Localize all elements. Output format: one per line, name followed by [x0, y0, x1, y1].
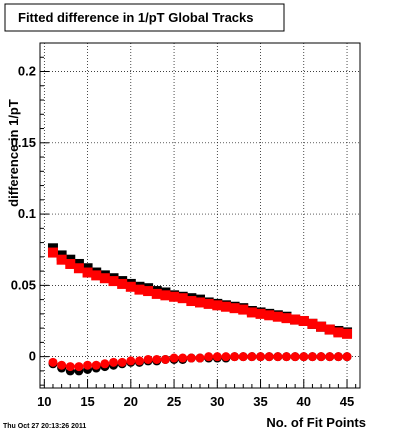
data-point-square [99, 273, 110, 284]
x-tick-label: 15 [80, 394, 94, 409]
x-tick-label: 45 [340, 394, 354, 409]
data-point-circle [100, 359, 110, 369]
data-point-square [324, 324, 335, 335]
data-point-circle [160, 354, 170, 364]
data-point-circle [333, 352, 343, 362]
data-point-square [125, 281, 136, 292]
data-point-circle [256, 352, 266, 362]
data-point-circle [126, 356, 136, 366]
data-point-circle [134, 356, 144, 366]
data-point-square [281, 313, 292, 324]
data-point-square [290, 314, 301, 325]
data-point-circle [48, 357, 58, 367]
y-tick-label: 0.1 [18, 206, 36, 221]
chart-title: Fitted difference in 1/pT Global Tracks [18, 10, 254, 25]
data-point-square [82, 267, 93, 278]
data-point-square [264, 310, 275, 321]
data-point-square [333, 327, 344, 338]
data-point-square [307, 318, 318, 329]
axis-tick-labels: 10 15 20 25 30 35 40 45 0 0.05 0.1 0.15 0.2 [11, 64, 355, 409]
y-tick-label: 0 [29, 349, 36, 364]
data-point-circle [169, 353, 179, 363]
data-point-circle [109, 357, 119, 367]
data-point-square [169, 291, 180, 302]
data-point-square [117, 278, 128, 289]
data-point-square [160, 290, 171, 301]
x-tick-label: 20 [124, 394, 138, 409]
axis-ticks [40, 42, 357, 388]
data-point-circle [238, 352, 248, 362]
data-point-circle [143, 354, 153, 364]
x-tick-label: 40 [297, 394, 311, 409]
data-point-circle [247, 352, 257, 362]
data-point-square [212, 300, 223, 311]
data-point-circle [221, 352, 231, 362]
data-markers [47, 243, 353, 376]
y-tick-label: 0.15 [11, 135, 36, 150]
data-point-square [47, 247, 58, 258]
x-tick-label: 10 [37, 394, 51, 409]
data-point-square [246, 307, 257, 318]
data-point-circle [342, 352, 352, 362]
data-point-square [229, 303, 240, 314]
data-point-square [134, 284, 145, 295]
data-point-circle [281, 352, 291, 362]
data-point-circle [307, 352, 317, 362]
data-point-circle [204, 352, 214, 362]
data-point-circle [57, 360, 67, 370]
data-point-circle [152, 354, 162, 364]
data-point-circle [91, 360, 101, 370]
data-point-square [108, 276, 119, 287]
grid [40, 43, 360, 388]
data-point-square [65, 258, 76, 269]
data-point-circle [186, 353, 196, 363]
x-axis-title: No. of Fit Points [266, 415, 366, 430]
data-point-circle [74, 362, 84, 372]
data-point-circle [316, 352, 326, 362]
data-point-square [272, 311, 283, 322]
data-point-circle [65, 362, 75, 372]
data-point-circle [195, 353, 205, 363]
data-point-square [177, 293, 188, 304]
x-tick-label: 35 [253, 394, 267, 409]
data-point-square [91, 270, 102, 281]
data-point-square [186, 296, 197, 307]
data-point-circle [212, 352, 222, 362]
data-point-square [56, 254, 67, 265]
data-point-square [238, 304, 249, 315]
data-point-circle [299, 352, 309, 362]
data-point-circle [325, 352, 335, 362]
data-point-square [195, 297, 205, 308]
data-point-square [255, 308, 266, 319]
data-point-circle [273, 352, 283, 362]
data-point-circle [290, 352, 300, 362]
y-tick-label: 0.2 [18, 64, 36, 79]
data-point-square [151, 288, 162, 299]
title-box [4, 3, 285, 32]
data-point-square [220, 301, 231, 312]
data-point-square [203, 298, 214, 309]
data-point-square [298, 315, 309, 326]
plot-frame [39, 42, 361, 389]
x-tick-label: 30 [210, 394, 224, 409]
data-point-circle [230, 352, 240, 362]
y-axis-title: difference in 1/pT [6, 99, 21, 207]
data-point-circle [178, 353, 188, 363]
data-point-circle [264, 352, 274, 362]
data-point-square [316, 321, 327, 332]
data-point-circle [117, 357, 127, 367]
timestamp-footer: Thu Oct 27 20:13:26 2011 [3, 423, 86, 430]
data-point-square [143, 286, 154, 297]
y-tick-label: 0.05 [11, 277, 36, 292]
data-point-square [342, 328, 353, 339]
x-tick-label: 25 [167, 394, 181, 409]
data-point-circle [83, 360, 93, 370]
data-point-square [73, 263, 84, 274]
